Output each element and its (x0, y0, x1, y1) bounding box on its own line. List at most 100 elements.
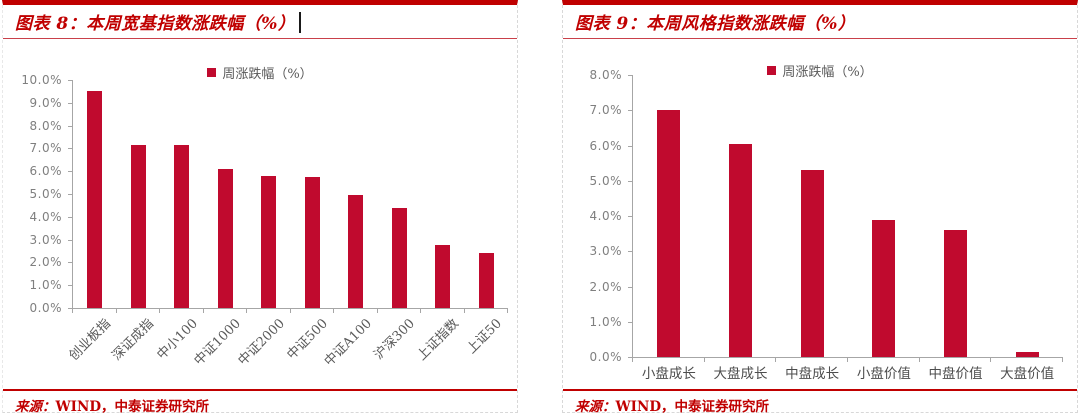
y-tick (68, 262, 72, 264)
chart-panel-style-index: 图表 9：本周风格指数涨跌幅（%） 周涨跌幅（%） 0.0% 1.0% 2.0% 3.… (562, 0, 1078, 415)
source-prefix: 来源： (15, 399, 56, 415)
y-tick-label: 4.0% (29, 209, 62, 224)
bar (87, 91, 103, 308)
bar (348, 195, 364, 308)
bar-chart-style-index: 周涨跌幅（%） 0.0% 1.0% 2.0% 3.0% 4.0% 5.0% 6.0% 7.0%… (563, 5, 1077, 412)
x-category-label: 小盘价值 (856, 366, 911, 382)
bar (872, 220, 896, 357)
y-tick (628, 145, 632, 147)
chart-title-row: 图表 8：本周宽基指数涨跌幅（%） (3, 5, 517, 39)
y-tick-label: 2.0% (589, 279, 622, 294)
bar (729, 144, 752, 357)
y-tick (68, 239, 72, 241)
x-tick (202, 309, 204, 313)
x-category-label: 大盘价值 (1000, 366, 1055, 382)
source-text: WIND，中泰证券研究所 (55, 399, 210, 415)
x-category-label: 中盘成长 (785, 366, 840, 382)
y-tick (628, 357, 632, 358)
y-tick (628, 216, 632, 217)
legend-label: 周涨跌幅（%） (222, 67, 313, 82)
x-tick (703, 358, 705, 362)
y-tick-label: 10.0% (21, 73, 62, 87)
x-tick (632, 358, 633, 362)
y-tick-label: 3.0% (29, 232, 62, 247)
y-tick-label: 0.0% (589, 350, 622, 364)
y-tick (68, 102, 72, 104)
chart-title: 图表 9：本周风格指数涨跌幅（%） (575, 14, 856, 34)
y-tick (68, 285, 72, 287)
x-tick (115, 309, 117, 313)
x-category-label: 创业板指 (66, 316, 114, 364)
x-tick (72, 309, 73, 313)
chart-title-row: 图表 9：本周风格指数涨跌幅（%） (563, 5, 1077, 39)
chart-title: 图表 8：本周宽基指数涨跌幅（%） (15, 14, 296, 34)
legend: 周涨跌幅（%） (563, 61, 1077, 80)
bar (478, 253, 494, 308)
source-prefix: 来源： (575, 399, 616, 415)
y-tick-label: 8.0% (29, 118, 62, 133)
y-tick (68, 308, 72, 309)
x-tick (507, 309, 508, 313)
x-axis (72, 308, 508, 309)
x-tick (289, 309, 291, 313)
x-category-label: 小盘成长 (641, 366, 696, 382)
y-tick (68, 216, 72, 218)
y-tick-label: 3.0% (589, 244, 622, 259)
legend: 周涨跌幅（%） (3, 63, 517, 82)
x-tick (990, 358, 992, 362)
x-axis (632, 357, 1063, 358)
y-tick (68, 80, 72, 81)
y-tick (628, 321, 632, 323)
bar (174, 145, 190, 308)
y-tick-label: 7.0% (589, 103, 622, 118)
y-tick (68, 125, 72, 127)
legend-label: 周涨跌幅（%） (782, 65, 873, 80)
x-tick (333, 309, 334, 313)
y-tick-label: 1.0% (589, 314, 622, 329)
bar (657, 110, 681, 357)
legend-marker-icon (767, 66, 777, 75)
y-tick-label: 8.0% (589, 68, 622, 82)
y-tick-label: 2.0% (29, 255, 62, 270)
x-tick (159, 309, 160, 313)
legend-marker-icon (207, 68, 217, 77)
y-tick-label: 6.0% (589, 138, 622, 153)
bar-chart-broad-index: 周涨跌幅（%） 0.0% 1.0% 2.0% 3.0% 4.0% 5.0% 6.0% 7.0%… (3, 5, 517, 412)
x-tick (847, 358, 848, 362)
bar (261, 176, 277, 308)
source-note: 来源：WIND，中泰证券研究所 (3, 389, 517, 415)
chart-panel-broad-index: 图表 8：本周宽基指数涨跌幅（%） 周涨跌幅（%） 0.0% 1.0% 2.0% 3.… (2, 0, 518, 415)
x-tick (918, 358, 920, 362)
y-tick (628, 110, 632, 112)
bar (391, 208, 407, 308)
bar (435, 245, 451, 308)
y-tick-label: 6.0% (29, 164, 62, 179)
y-tick (68, 148, 72, 150)
x-tick (775, 358, 777, 362)
y-tick-label: 4.0% (589, 209, 622, 223)
x-tick (246, 309, 247, 313)
y-tick (628, 75, 632, 76)
bar (800, 170, 824, 357)
source-note: 来源：WIND，中泰证券研究所 (563, 389, 1077, 415)
bar (217, 169, 233, 308)
y-tick (628, 286, 632, 288)
x-tick (420, 309, 421, 313)
y-tick-label: 9.0% (29, 95, 62, 110)
y-tick (628, 251, 632, 253)
x-tick (463, 309, 465, 313)
source-text: WIND，中泰证券研究所 (615, 399, 770, 415)
y-axis (632, 75, 633, 357)
y-tick-label: 1.0% (29, 278, 62, 293)
y-axis (72, 80, 73, 308)
x-category-label: 大盘成长 (713, 366, 768, 382)
text-cursor (299, 12, 302, 33)
bar (1015, 352, 1039, 357)
y-tick (68, 194, 72, 195)
bar (944, 230, 967, 357)
bar (304, 177, 320, 308)
x-category-label: 中盘价值 (928, 366, 983, 382)
y-tick-label: 0.0% (29, 301, 62, 315)
y-tick (628, 180, 632, 182)
y-tick-label: 5.0% (589, 173, 622, 188)
